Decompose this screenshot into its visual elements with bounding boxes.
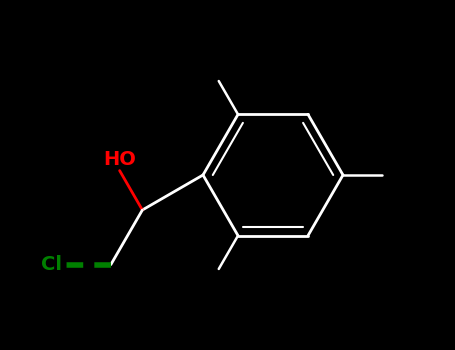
Text: HO: HO bbox=[103, 150, 136, 169]
Text: Cl: Cl bbox=[41, 255, 62, 274]
